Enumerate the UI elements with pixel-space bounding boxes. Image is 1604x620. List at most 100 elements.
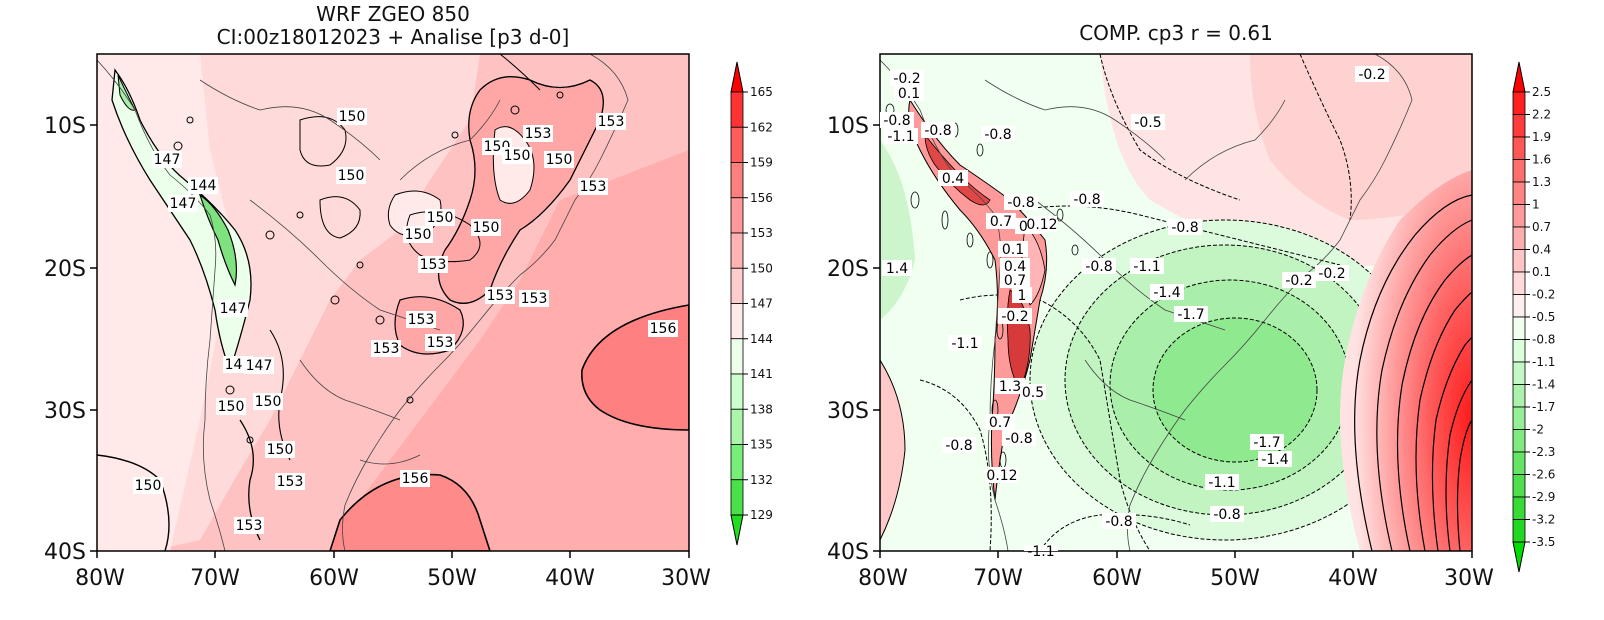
svg-text:-0.8: -0.8 [883,113,910,129]
left-lon-label: 60W [309,566,359,591]
right-colorbar-tick-label: -2.9 [1532,490,1555,504]
svg-text:150: 150 [135,478,162,494]
right-colorbar-segment [1512,159,1526,183]
contour-label: 0.1 [998,241,1028,258]
contour-label: 153 [425,334,455,351]
contour-label: 0.1 [894,85,924,102]
contour-label: 153 [485,287,515,304]
svg-text:153: 153 [487,288,514,304]
left-colorbar-tick-label: 159 [750,156,773,170]
svg-text:-1.1: -1.1 [1133,259,1160,275]
left-colorbar-tick-label: 135 [750,438,773,452]
right-lat-axis [873,124,880,552]
contour-label: -0.8 [921,122,955,139]
right-colorbar-tick-label: -0.2 [1532,288,1555,302]
contour-label: 150 [544,151,574,168]
right-colorbar-tick-label: 1 [1532,198,1540,212]
left-lat-axis [90,124,97,552]
left-colorbar-segment [730,444,744,481]
contour-label: 153 [596,113,626,130]
contour-label: 153 [418,256,448,273]
left-contour-ne [499,54,541,91]
svg-text:1: 1 [1018,288,1027,304]
contour-label: 0.12 [1026,216,1058,233]
right-colorbar-segment [1512,384,1526,408]
right-colorbar-segment [1512,136,1526,160]
right-colorbar-tick-label: -1.7 [1532,400,1555,414]
contour-label: -1.4 [1150,284,1184,301]
left-colorbar-tick-label: 138 [750,402,773,416]
contour-label: 147 [168,195,198,212]
left-colorbar-segment [730,126,744,163]
svg-text:-0.8: -0.8 [984,127,1011,143]
left-colorbar-tick-label: 165 [750,85,773,99]
right-colorbar-segment [1512,181,1526,205]
right-colorbar-segment [1512,406,1526,430]
contour-label: -1.1 [884,128,918,145]
right-map [880,54,1472,551]
right-high-fill [1340,170,1472,551]
contour-label: -0.8 [1168,219,1202,236]
svg-text:153: 153 [598,114,625,130]
svg-text:150: 150 [339,109,366,125]
right-colorbar-tick-label: -0.5 [1532,310,1555,324]
right-colorbar-bottom-arrow [1512,541,1526,573]
right-colorbar: 2.5 2.2 1.9 1.6 1.3 1 0.7 0.4 0.1 -0.2 -0.5 -0.8 -1.… [1512,61,1555,573]
svg-text:-1.1: -1.1 [951,336,978,352]
contour-label: -0.8 [1070,191,1104,208]
left-156-contour-south [329,473,491,551]
contour-label: 144 [188,177,218,194]
svg-text:153: 153 [236,518,263,534]
svg-text:-0.2: -0.2 [1285,273,1312,289]
right-colorbar-tick-label: -3.2 [1532,513,1555,527]
right-colorbar-segment [1512,316,1526,340]
left-lat-label: 40S [44,540,86,565]
right-colorbar-segment [1512,361,1526,385]
right-lon-label: 50W [1210,566,1260,591]
contour-label: 150 [253,393,283,410]
right-colorbar-tick-label: -0.8 [1532,333,1555,347]
right-lat-label: 30S [827,399,869,424]
left-colorbar-segment [730,232,744,269]
contour-label: 0.12 [985,467,1019,484]
svg-text:-0.8: -0.8 [924,123,951,139]
right-panel: COMP. cp3 r = 0.61 [827,21,1555,591]
contour-label: 150 [336,167,366,184]
left-colorbar-tick-label: 147 [750,297,773,311]
svg-text:-0.8: -0.8 [1005,431,1032,447]
left-frame [96,53,690,552]
left-lon-axis [96,551,690,558]
right-lat-label: 40S [827,540,869,565]
right-lat-label: 10S [827,114,869,139]
contour-label: -0.8 [1210,506,1244,523]
right-colorbar-tick-label: 0.4 [1532,243,1551,257]
left-colorbar-segment [730,91,744,128]
right-colorbar-tick-label: -3.5 [1532,535,1555,549]
svg-text:-1.1: -1.1 [1208,475,1235,491]
svg-text:150: 150 [267,442,294,458]
left-lon-label: 50W [427,566,477,591]
contour-label: 1.4 [882,260,912,277]
right-colorbar-segment [1512,114,1526,138]
contour-label: 153 [275,473,305,490]
svg-text:150: 150 [338,168,365,184]
svg-text:147: 147 [154,152,181,168]
contour-label: 153 [519,290,549,307]
contour-label: 153 [406,311,436,328]
left-ocean-band [340,150,689,551]
contour-label: 153 [523,125,553,142]
svg-text:-0.2: -0.2 [1318,266,1345,282]
contour-label: 0.7 [1000,272,1030,289]
right-colorbar-tick-label: -1.4 [1532,378,1555,392]
svg-text:150: 150 [473,220,500,236]
left-colorbar-segment [730,373,744,410]
svg-text:153: 153 [420,257,447,273]
left-colorbar-segment [730,338,744,375]
contour-label: 0.4 [1000,258,1030,275]
left-colorbar-segment [730,197,744,234]
svg-text:147: 147 [170,196,197,212]
svg-text:147: 147 [246,358,273,374]
left-contour-labels: 150 147 144 147 153 150 150 150 153 153 … [133,108,678,534]
svg-text:-0.8: -0.8 [1085,259,1112,275]
svg-text:150: 150 [255,394,282,410]
